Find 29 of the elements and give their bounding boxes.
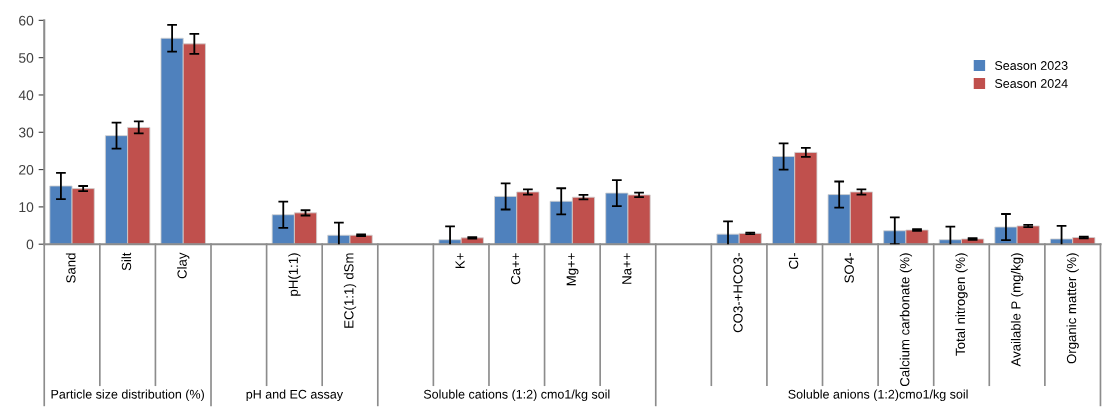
y-tick-label: 0 — [26, 239, 34, 250]
x-tick-label: K+ — [455, 253, 465, 268]
text: Soluble cations (1:2) cmo1/kg soil — [423, 389, 610, 402]
x-tick-label: Organic matter (%) — [1066, 253, 1079, 364]
x-tick-label: Clay — [177, 252, 190, 279]
y-tick-label: 50 — [18, 52, 34, 63]
y-tick-label: 20 — [19, 164, 34, 175]
y-tick-label: 40 — [18, 90, 34, 101]
x-tick-label: Na++ — [622, 253, 632, 284]
x-tick-label: Sand — [65, 253, 76, 283]
x-tick-label: CO3-+HCO3- — [733, 253, 743, 333]
text: Particle size distribution (%) — [51, 389, 204, 402]
x-tick-label: Cl- — [788, 253, 799, 269]
legend-label: Season 2023 — [994, 61, 1068, 70]
x-tick-label: EC(1:1) dSm — [343, 253, 357, 328]
y-tick-label: 30 — [18, 127, 34, 138]
legend-label: Season 2024 — [994, 79, 1068, 88]
y-tick-label: 60 — [19, 15, 34, 26]
x-tick-label: Ca++ — [510, 253, 521, 285]
x-tick-label: Calcium carbonate (%) — [899, 253, 913, 387]
x-tick-label: Silt — [121, 252, 132, 271]
text: Soluble anions (1:2)cmo1/kg soil — [788, 389, 968, 402]
text: pH and EC assay — [246, 389, 344, 402]
x-tick-label: Mg++ — [566, 253, 579, 286]
x-tick-label: Total nitrogen (%) — [955, 253, 968, 356]
x-tick-label: pH(1:1) — [288, 253, 301, 296]
y-tick-label: 10 — [19, 202, 34, 213]
x-tick-label: SO4- — [844, 253, 854, 283]
x-tick-label: Available P (mg/kg) — [1010, 253, 1024, 367]
